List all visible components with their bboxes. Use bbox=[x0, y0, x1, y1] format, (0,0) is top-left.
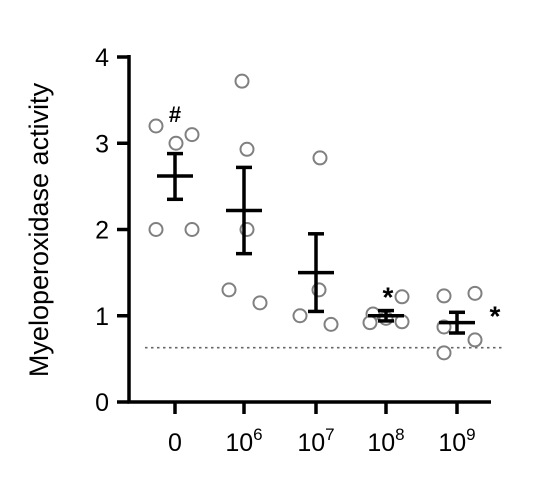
axes: 0 1 2 3 4 0 106 107 108 109 bbox=[95, 44, 491, 457]
data-point bbox=[184, 127, 200, 143]
data-point bbox=[436, 345, 452, 361]
x-tick-label: 109 bbox=[438, 425, 475, 457]
data-point bbox=[292, 308, 308, 324]
significance-label: # bbox=[169, 102, 181, 127]
y-tick-label: 0 bbox=[95, 389, 109, 417]
data-point bbox=[362, 315, 378, 331]
y-tick-label: 4 bbox=[95, 44, 109, 72]
y-axis-label: Myeloperoxidase activity bbox=[24, 82, 54, 377]
x-tick-label: 108 bbox=[367, 425, 404, 457]
data-point bbox=[436, 288, 452, 304]
plot-area: # * * bbox=[145, 73, 505, 361]
data-point bbox=[252, 295, 268, 311]
significance-label: * bbox=[490, 300, 501, 331]
data-point bbox=[323, 316, 339, 332]
x-tick-label: 0 bbox=[168, 429, 182, 457]
x-tick-label: 107 bbox=[297, 425, 334, 457]
x-tick-label: 106 bbox=[225, 425, 262, 457]
y-tick-label: 3 bbox=[95, 130, 109, 158]
data-point bbox=[168, 135, 184, 151]
data-point bbox=[312, 150, 328, 166]
data-point bbox=[148, 222, 164, 237]
data-point bbox=[234, 73, 250, 89]
data-point bbox=[467, 332, 483, 348]
data-point bbox=[184, 222, 200, 237]
data-point bbox=[394, 289, 410, 305]
significance-label: * bbox=[383, 282, 394, 313]
data-point bbox=[239, 141, 255, 157]
y-tick-label: 1 bbox=[95, 303, 109, 331]
data-point bbox=[221, 282, 237, 298]
data-point bbox=[467, 285, 483, 301]
data-point bbox=[148, 118, 164, 134]
y-tick-label: 2 bbox=[95, 217, 109, 245]
